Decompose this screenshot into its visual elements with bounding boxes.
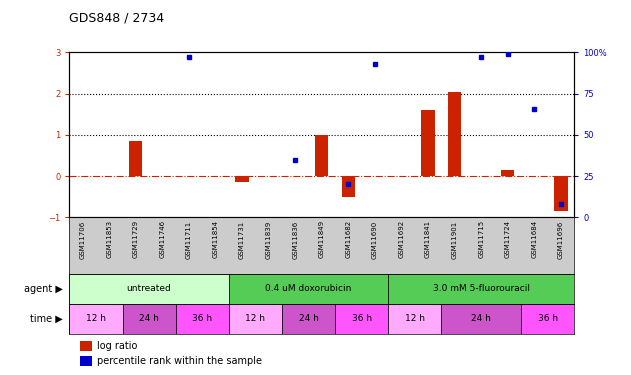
Text: 24 h: 24 h xyxy=(298,314,319,323)
Bar xyxy=(229,274,388,304)
Text: untreated: untreated xyxy=(127,284,172,293)
Text: GSM11715: GSM11715 xyxy=(478,220,484,258)
Bar xyxy=(235,176,249,182)
Bar xyxy=(521,304,574,334)
Bar xyxy=(554,176,567,211)
Text: 36 h: 36 h xyxy=(351,314,372,323)
Bar xyxy=(388,304,441,334)
Text: GSM11746: GSM11746 xyxy=(160,220,165,258)
Bar xyxy=(69,304,122,334)
Bar xyxy=(229,304,282,334)
Bar xyxy=(122,304,175,334)
Text: GSM11706: GSM11706 xyxy=(80,220,86,259)
Text: GSM11836: GSM11836 xyxy=(292,220,298,259)
Text: GSM11849: GSM11849 xyxy=(319,220,325,258)
Text: GSM11901: GSM11901 xyxy=(452,220,457,259)
Text: 12 h: 12 h xyxy=(86,314,106,323)
Bar xyxy=(315,135,329,176)
Text: GSM11731: GSM11731 xyxy=(239,220,245,259)
Bar xyxy=(422,110,435,176)
Bar xyxy=(335,304,388,334)
Text: GSM11724: GSM11724 xyxy=(505,220,510,258)
Bar xyxy=(69,274,229,304)
Text: agent ▶: agent ▶ xyxy=(24,284,63,294)
Text: GSM11853: GSM11853 xyxy=(106,220,112,258)
Text: GSM11729: GSM11729 xyxy=(133,220,139,258)
Text: GSM11696: GSM11696 xyxy=(558,220,564,259)
Text: GDS848 / 2734: GDS848 / 2734 xyxy=(69,11,165,24)
Bar xyxy=(80,341,92,351)
Text: GSM11839: GSM11839 xyxy=(266,220,272,259)
Bar xyxy=(175,304,229,334)
Text: 0.4 uM doxorubicin: 0.4 uM doxorubicin xyxy=(266,284,351,293)
Text: percentile rank within the sample: percentile rank within the sample xyxy=(97,356,262,366)
Bar xyxy=(448,92,461,176)
Text: GSM11682: GSM11682 xyxy=(345,220,351,258)
Bar xyxy=(441,304,521,334)
Bar xyxy=(282,304,335,334)
Text: 24 h: 24 h xyxy=(139,314,159,323)
Bar xyxy=(501,170,514,176)
Text: GSM11690: GSM11690 xyxy=(372,220,378,259)
Text: 36 h: 36 h xyxy=(192,314,212,323)
Text: 12 h: 12 h xyxy=(245,314,266,323)
Text: GSM11841: GSM11841 xyxy=(425,220,431,258)
Bar xyxy=(342,176,355,197)
Bar xyxy=(129,141,143,176)
Text: GSM11692: GSM11692 xyxy=(399,220,404,258)
Text: 12 h: 12 h xyxy=(405,314,425,323)
Text: 3.0 mM 5-fluorouracil: 3.0 mM 5-fluorouracil xyxy=(433,284,529,293)
Text: GSM11711: GSM11711 xyxy=(186,220,192,259)
Bar xyxy=(80,356,92,366)
Text: time ▶: time ▶ xyxy=(30,314,63,324)
Text: 24 h: 24 h xyxy=(471,314,491,323)
Bar xyxy=(388,274,574,304)
Text: GSM11684: GSM11684 xyxy=(531,220,538,258)
Text: log ratio: log ratio xyxy=(97,341,138,351)
Text: 36 h: 36 h xyxy=(538,314,558,323)
Text: GSM11854: GSM11854 xyxy=(213,220,218,258)
